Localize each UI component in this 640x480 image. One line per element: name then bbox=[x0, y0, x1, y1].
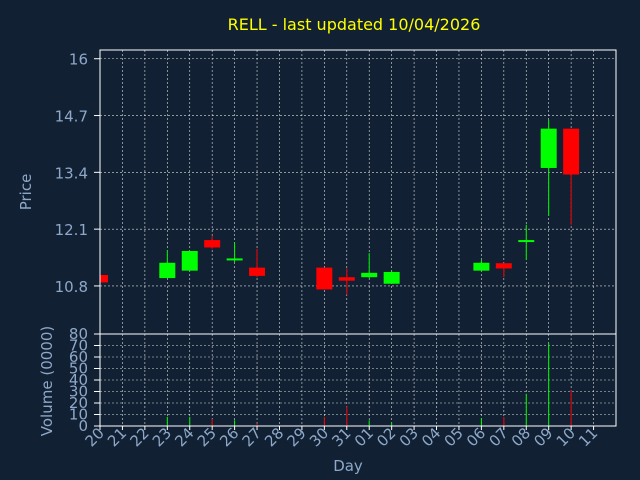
candle bbox=[226, 242, 243, 262]
volume-tick-label: 30 bbox=[69, 383, 88, 401]
price-tick-label: 12.1 bbox=[55, 221, 88, 239]
price-tick-label: 16 bbox=[69, 51, 88, 69]
candle bbox=[495, 263, 512, 278]
volume-tick-label: 0 bbox=[78, 417, 88, 435]
volume-tick-label: 10 bbox=[69, 406, 88, 424]
price-plot-frame bbox=[99, 49, 617, 335]
candle-body bbox=[159, 262, 176, 279]
candle-body bbox=[100, 275, 108, 283]
x-tick-label: 11 bbox=[575, 424, 601, 450]
grid-lines bbox=[100, 50, 616, 426]
volume-tick-label: 20 bbox=[69, 394, 88, 412]
price-tick-label: 13.4 bbox=[55, 164, 88, 182]
x-axis-ticks: 2021222324252627282930310102030405060708… bbox=[82, 424, 602, 450]
candle bbox=[540, 119, 557, 217]
candle bbox=[383, 270, 400, 284]
candle bbox=[361, 253, 378, 279]
volume-tick-label: 80 bbox=[69, 325, 88, 343]
price-axis-label: Price bbox=[17, 174, 35, 211]
candle-body bbox=[361, 272, 378, 278]
candle-body bbox=[518, 240, 535, 243]
price-tick-label: 14.7 bbox=[55, 108, 88, 126]
candle-body bbox=[226, 258, 243, 261]
candle-body bbox=[540, 128, 557, 168]
candle bbox=[249, 248, 266, 278]
candle bbox=[159, 250, 176, 279]
volume-tick-label: 70 bbox=[69, 337, 88, 355]
volume-tick-label: 60 bbox=[69, 348, 88, 366]
candle-body bbox=[563, 128, 580, 175]
candle bbox=[316, 267, 333, 290]
candle bbox=[563, 128, 580, 225]
candle-body bbox=[338, 277, 355, 281]
price-axis-ticks: 10.8 12.1 13.4 14.7 16 bbox=[55, 51, 100, 296]
volume-axis-label: Volume (0000) bbox=[38, 326, 56, 436]
candle bbox=[99, 275, 108, 283]
candle-body bbox=[181, 250, 198, 271]
candle bbox=[181, 250, 198, 271]
candle bbox=[204, 235, 221, 249]
candle-body bbox=[383, 271, 400, 284]
candles bbox=[99, 119, 580, 295]
candle-body bbox=[473, 262, 490, 271]
candle-body bbox=[204, 240, 221, 248]
volume-tick-label: 50 bbox=[69, 360, 88, 378]
candle-body bbox=[495, 263, 512, 269]
candle bbox=[473, 259, 490, 271]
candle bbox=[518, 224, 535, 260]
price-tick-label: 10.8 bbox=[55, 278, 88, 296]
chart-title: RELL - last updated 10/04/2026 bbox=[228, 15, 481, 34]
x-axis-label: Day bbox=[333, 457, 363, 475]
candle-body bbox=[316, 267, 333, 290]
volume-bars bbox=[166, 343, 572, 426]
volume-tick-label: 40 bbox=[69, 371, 88, 389]
candle-body bbox=[249, 267, 266, 276]
candle bbox=[338, 268, 355, 295]
